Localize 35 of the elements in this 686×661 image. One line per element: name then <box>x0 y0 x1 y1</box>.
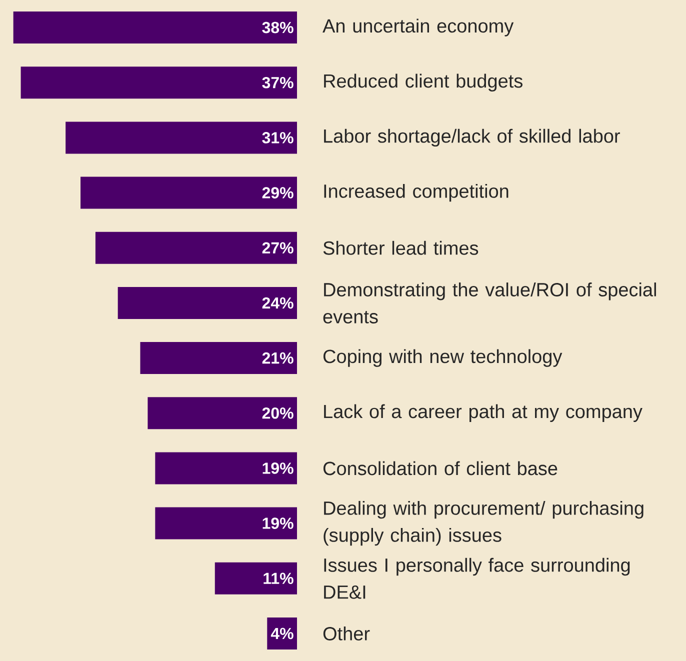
y-tick-label: Dealing with procurement/ purchasing (supply chain) issues <box>324 500 644 546</box>
y-tick-label: Other <box>323 626 370 640</box>
data-label: 27% <box>262 242 294 254</box>
bar <box>95 232 298 264</box>
y-tick-label: Reduced client budgets <box>324 74 522 92</box>
data-label: 19% <box>262 518 294 529</box>
bar <box>148 397 298 430</box>
bar <box>155 452 298 484</box>
data-label: 31% <box>262 132 294 144</box>
data-label: 21% <box>262 352 294 364</box>
bar <box>80 176 298 209</box>
data-label: 11% <box>264 572 294 584</box>
y-tick-label: Increased competition <box>324 184 508 202</box>
data-label: 20% <box>262 407 294 419</box>
y-tick-label: Demonstrating the value/ROI of special events <box>323 282 656 324</box>
y-tick-label: Issues I personally face surrounding DE&I <box>324 558 630 599</box>
y-tick-label: Shorter lead times <box>323 240 478 255</box>
y-tick-label: Coping with new technology <box>323 349 562 367</box>
bar <box>118 286 298 319</box>
bar <box>155 507 298 540</box>
y-tick-label: An uncertain economy <box>322 18 514 36</box>
data-label: 24% <box>262 297 294 309</box>
data-label: 38% <box>262 22 294 34</box>
bar <box>20 66 298 99</box>
bar <box>214 562 298 594</box>
bar <box>13 12 298 44</box>
bar <box>140 342 298 374</box>
y-tick-label: Labor shortage/lack of skilled labor <box>324 128 620 147</box>
y-tick-label: Consolidation of client base <box>323 461 558 476</box>
y-tick-label: Lack of a career path at my company <box>324 404 642 422</box>
data-label: 37% <box>262 76 294 88</box>
bar <box>66 122 298 154</box>
data-label: 19% <box>262 462 294 474</box>
data-label: 29% <box>262 187 294 198</box>
data-label: 4% <box>270 628 294 640</box>
